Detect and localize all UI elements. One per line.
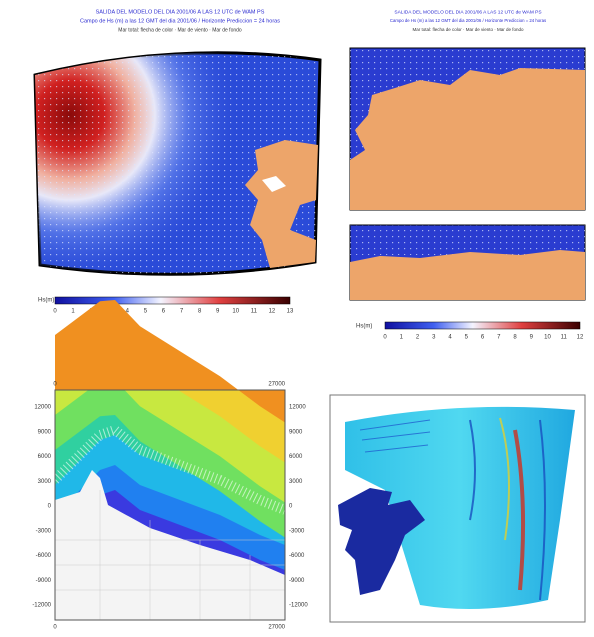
colorbar-tick-label: 10 xyxy=(544,335,551,341)
y-tick-label: 9000 xyxy=(38,429,52,435)
contour-panel: 120009000600030000-3000-6000-9000-120001… xyxy=(32,300,308,631)
colorbar-tick-label: 9 xyxy=(216,309,220,315)
y-tick-label: 3000 xyxy=(289,479,303,485)
colorbar-tick-label: 9 xyxy=(530,335,534,341)
page: SALIDA DEL MODELO DEL DIA 2001/06 A LAS … xyxy=(0,0,594,632)
x-tick-label: 0 xyxy=(53,625,57,631)
colorbar-tick-label: 2 xyxy=(416,335,420,341)
panel-title: SALIDA DEL MODELO DEL DIA 2001/06 A LAS … xyxy=(96,9,265,15)
colorbar-tick-label: 0 xyxy=(383,335,387,341)
y-tick-label: 3000 xyxy=(38,479,52,485)
colorbar-label: Hs(m) xyxy=(356,324,372,330)
colorbar-tick-label: 11 xyxy=(561,335,568,341)
y-tick-label: -6000 xyxy=(36,553,52,559)
colorbar-label: Hs(m) xyxy=(38,298,54,304)
colorbar-tick-label: 0 xyxy=(53,309,57,315)
fan-panel xyxy=(330,395,585,622)
colorbar xyxy=(385,322,580,329)
panel-title: SALIDA DEL MODELO DEL DIA 2001/06 A LAS … xyxy=(394,9,541,15)
panel-legend: Mar total: flecha de color · Mar de vien… xyxy=(118,27,242,33)
colorbar-tick-label: 11 xyxy=(251,309,258,315)
colorbar-tick-label: 6 xyxy=(162,309,166,315)
y-tick-label: -9000 xyxy=(289,578,305,584)
colorbar-tick-label: 5 xyxy=(465,335,469,341)
y-tick-label: -3000 xyxy=(36,528,52,534)
land xyxy=(350,250,585,300)
y-tick-label: -12000 xyxy=(289,603,308,609)
colorbar-tick-label: 13 xyxy=(287,309,294,315)
y-tick-label: 0 xyxy=(289,504,293,510)
y-tick-label: 0 xyxy=(48,504,52,510)
y-tick-label: -9000 xyxy=(36,578,52,584)
colorbar-tick-label: 12 xyxy=(577,335,584,341)
colorbar-tick-label: 10 xyxy=(232,309,239,315)
colorbar-tick-label: 7 xyxy=(497,335,501,341)
y-tick-label: -6000 xyxy=(289,553,305,559)
y-tick-label: 6000 xyxy=(289,454,303,460)
colorbar-tick-label: 4 xyxy=(448,335,452,341)
wave-arrows xyxy=(350,225,585,255)
colorbar-tick-label: 8 xyxy=(198,309,202,315)
colorbar-tick-label: 1 xyxy=(71,309,75,315)
panel-subtitle: Campo de Hs (m) a las 12 GMT del dia 200… xyxy=(390,18,546,23)
colorbar-tick-label: 8 xyxy=(513,335,517,341)
map-panel-atlantic: SALIDA DEL MODELO DEL DIA 2001/06 A LAS … xyxy=(35,9,320,314)
y-tick-label: -12000 xyxy=(32,603,51,609)
y-tick-label: 6000 xyxy=(38,454,52,460)
y-tick-label: 12000 xyxy=(289,405,306,411)
colorbar-tick-label: 5 xyxy=(144,309,148,315)
colorbar-tick-label: 3 xyxy=(432,335,436,341)
y-tick-label: -3000 xyxy=(289,528,305,534)
map-panel-coast: SALIDA DEL MODELO DEL DIA 2001/06 A LAS … xyxy=(350,9,585,340)
colorbar xyxy=(55,297,290,304)
y-tick-label: 9000 xyxy=(289,429,303,435)
panel-legend: Mar total: flecha de color · Mar de vien… xyxy=(412,27,524,32)
y-tick-label: 12000 xyxy=(34,405,51,411)
x-tick-label: 27000 xyxy=(268,382,285,388)
colorbar-tick-label: 6 xyxy=(481,335,485,341)
panel-subtitle: Campo de Hs (m) a las 12 GMT del dia 200… xyxy=(80,18,280,24)
colorbar-tick-label: 7 xyxy=(180,309,184,315)
x-tick-label: 27000 xyxy=(268,625,285,631)
colorbar-tick-label: 1 xyxy=(400,335,404,341)
colorbar-tick-label: 12 xyxy=(269,309,276,315)
